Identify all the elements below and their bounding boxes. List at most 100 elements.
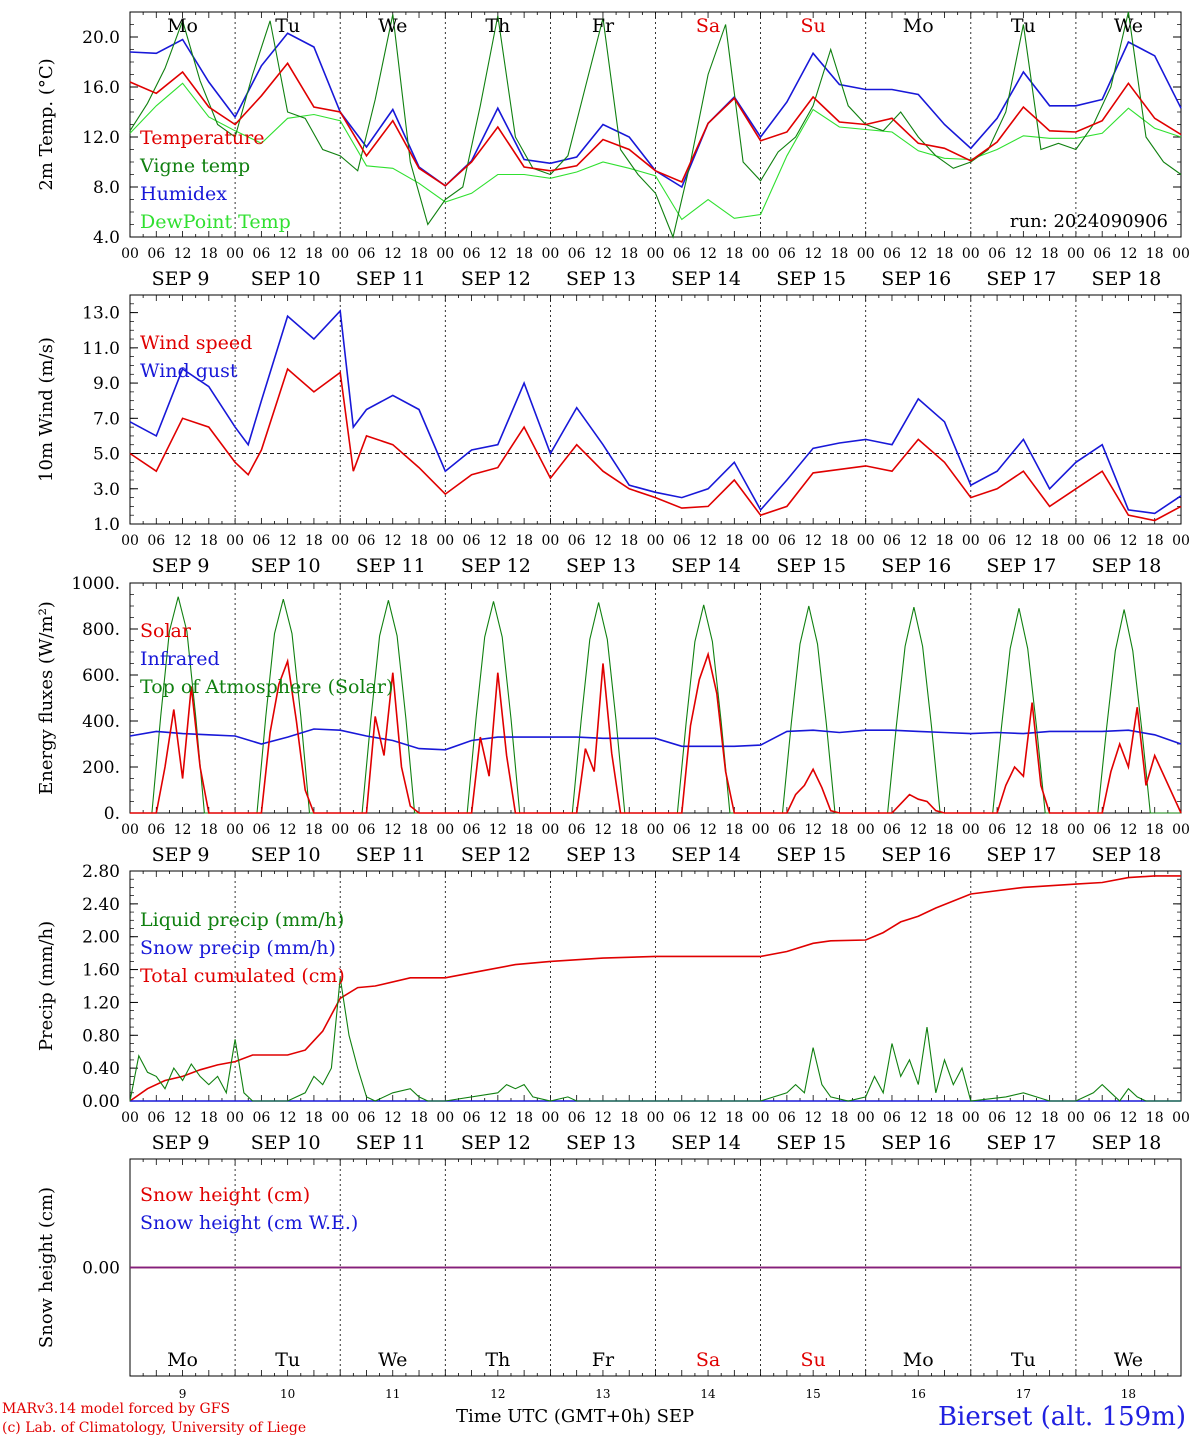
hour-tick-label: 06 bbox=[673, 1110, 691, 1126]
date-label: SEP 12 bbox=[461, 268, 531, 290]
hour-tick-label: 00 bbox=[1172, 246, 1190, 262]
hour-tick-label: 18 bbox=[831, 533, 849, 549]
day-of-week-label: Fr bbox=[592, 15, 615, 37]
hour-tick-label: 12 bbox=[1120, 246, 1138, 262]
hour-tick-label: 12 bbox=[279, 822, 297, 838]
day-of-week-label: Mo bbox=[167, 1349, 198, 1371]
hour-tick-label: 00 bbox=[857, 533, 875, 549]
day-of-week-label: Th bbox=[485, 1349, 510, 1371]
hour-tick-label: 00 bbox=[647, 533, 665, 549]
date-label: SEP 18 bbox=[1092, 1132, 1162, 1154]
y-tick-label: 16.0 bbox=[82, 78, 120, 98]
hour-tick-label: 06 bbox=[1093, 822, 1111, 838]
day-of-week-label: We bbox=[378, 15, 407, 37]
hour-tick-label: 18 bbox=[200, 246, 218, 262]
date-label: SEP 16 bbox=[881, 1132, 951, 1154]
hour-tick-label: 18 bbox=[410, 246, 428, 262]
date-label: SEP 14 bbox=[671, 555, 741, 577]
y-tick-label: 1.20 bbox=[82, 993, 120, 1013]
series-line-infrared bbox=[129, 728, 1182, 751]
hour-tick-label: 12 bbox=[804, 822, 822, 838]
panel-1: 4.0 8.0 12.0 16.0 20.0 2m Temp. (°C) Temperatu… bbox=[36, 11, 1190, 290]
hour-tick-label: 18 bbox=[1146, 822, 1164, 838]
hour-tick-label: 18 bbox=[1041, 533, 1059, 549]
legend-entry: Total cumulated (cm) bbox=[140, 965, 345, 987]
series-line-dewpoint-temp bbox=[129, 82, 1182, 221]
hour-tick-label: 18 bbox=[410, 533, 428, 549]
hour-tick-label: 06 bbox=[463, 533, 481, 549]
hour-tick-label: 06 bbox=[988, 822, 1006, 838]
date-label: SEP 16 bbox=[881, 555, 951, 577]
date-label: SEP 14 bbox=[671, 1132, 741, 1154]
hour-tick-label: 18 bbox=[1146, 246, 1164, 262]
panel-3: 0. 200. 400. 600. 800. 1000. Energy fluxes (W/… bbox=[36, 574, 1190, 866]
legend-entry: Liquid precip (mm/h) bbox=[140, 909, 344, 931]
y-tick-label: 0. bbox=[104, 804, 120, 824]
hour-tick-label: 12 bbox=[594, 533, 612, 549]
hour-tick-label: 12 bbox=[174, 1110, 192, 1126]
date-label: SEP 15 bbox=[776, 1132, 846, 1154]
date-label: SEP 10 bbox=[251, 268, 321, 290]
day-number-label: 15 bbox=[806, 1387, 821, 1401]
hour-tick-label: 06 bbox=[883, 246, 901, 262]
day-number-label: 13 bbox=[595, 1387, 610, 1401]
hour-tick-label: 06 bbox=[568, 822, 586, 838]
day-of-week-label: Tu bbox=[275, 1349, 300, 1371]
hour-tick-label: 00 bbox=[1067, 533, 1085, 549]
legend-entry: Solar bbox=[140, 620, 192, 642]
date-label: SEP 9 bbox=[152, 844, 210, 866]
hour-tick-label: 00 bbox=[962, 822, 980, 838]
hour-tick-label: 18 bbox=[515, 1110, 533, 1126]
date-label: SEP 10 bbox=[251, 844, 321, 866]
hour-tick-label: 06 bbox=[252, 533, 270, 549]
hour-tick-label: 06 bbox=[463, 822, 481, 838]
hour-tick-label: 18 bbox=[936, 822, 954, 838]
y-tick-label: 11.0 bbox=[82, 339, 120, 359]
hour-tick-label: 12 bbox=[909, 822, 927, 838]
series-line-vigne-temp bbox=[129, 11, 1182, 239]
hour-tick-label: 00 bbox=[962, 1110, 980, 1126]
hour-tick-label: 00 bbox=[1172, 1110, 1190, 1126]
date-label: SEP 10 bbox=[251, 1132, 321, 1154]
legend-entry: Wind gust bbox=[140, 360, 238, 382]
hour-tick-label: 06 bbox=[883, 822, 901, 838]
hour-tick-label: 12 bbox=[699, 246, 717, 262]
date-label: SEP 13 bbox=[566, 268, 636, 290]
hour-tick-label: 18 bbox=[1146, 533, 1164, 549]
hour-tick-label: 12 bbox=[489, 1110, 507, 1126]
hour-tick-label: 18 bbox=[831, 1110, 849, 1126]
hour-tick-label: 00 bbox=[857, 822, 875, 838]
credit-line-1: MARv3.14 model forced by GFS bbox=[2, 1401, 231, 1417]
hour-tick-label: 06 bbox=[778, 246, 796, 262]
hour-tick-label: 12 bbox=[804, 1110, 822, 1126]
hour-tick-label: 12 bbox=[384, 246, 402, 262]
hour-tick-label: 00 bbox=[962, 246, 980, 262]
date-label: SEP 13 bbox=[566, 555, 636, 577]
hour-tick-label: 06 bbox=[1093, 246, 1111, 262]
series-line-wind-speed bbox=[129, 367, 1182, 522]
legend-entry: Humidex bbox=[140, 183, 227, 205]
date-label: SEP 11 bbox=[356, 844, 426, 866]
y-axis-label: Precip (mm/h) bbox=[36, 921, 57, 1051]
y-tick-label: 7.0 bbox=[93, 409, 120, 429]
y-tick-label: 0.00 bbox=[82, 1092, 120, 1112]
hour-tick-label: 00 bbox=[857, 246, 875, 262]
station-name: Bierset (alt. 159m) bbox=[937, 1402, 1186, 1432]
hour-tick-label: 18 bbox=[515, 822, 533, 838]
hour-tick-label: 18 bbox=[725, 533, 743, 549]
hour-tick-label: 12 bbox=[279, 246, 297, 262]
hour-tick-label: 18 bbox=[200, 1110, 218, 1126]
hour-tick-label: 18 bbox=[305, 246, 323, 262]
hour-tick-label: 06 bbox=[147, 822, 165, 838]
y-tick-label: 3.0 bbox=[93, 480, 120, 500]
hour-tick-label: 06 bbox=[673, 822, 691, 838]
hour-tick-label: 06 bbox=[252, 246, 270, 262]
hour-tick-label: 18 bbox=[1041, 1110, 1059, 1126]
hour-tick-label: 06 bbox=[252, 1110, 270, 1126]
y-tick-label: 0.00 bbox=[82, 1259, 120, 1279]
date-label: SEP 12 bbox=[461, 1132, 531, 1154]
date-label: SEP 15 bbox=[776, 844, 846, 866]
date-label: SEP 17 bbox=[986, 844, 1056, 866]
panel-frame bbox=[129, 294, 1182, 525]
y-tick-label: 2.80 bbox=[82, 862, 120, 882]
